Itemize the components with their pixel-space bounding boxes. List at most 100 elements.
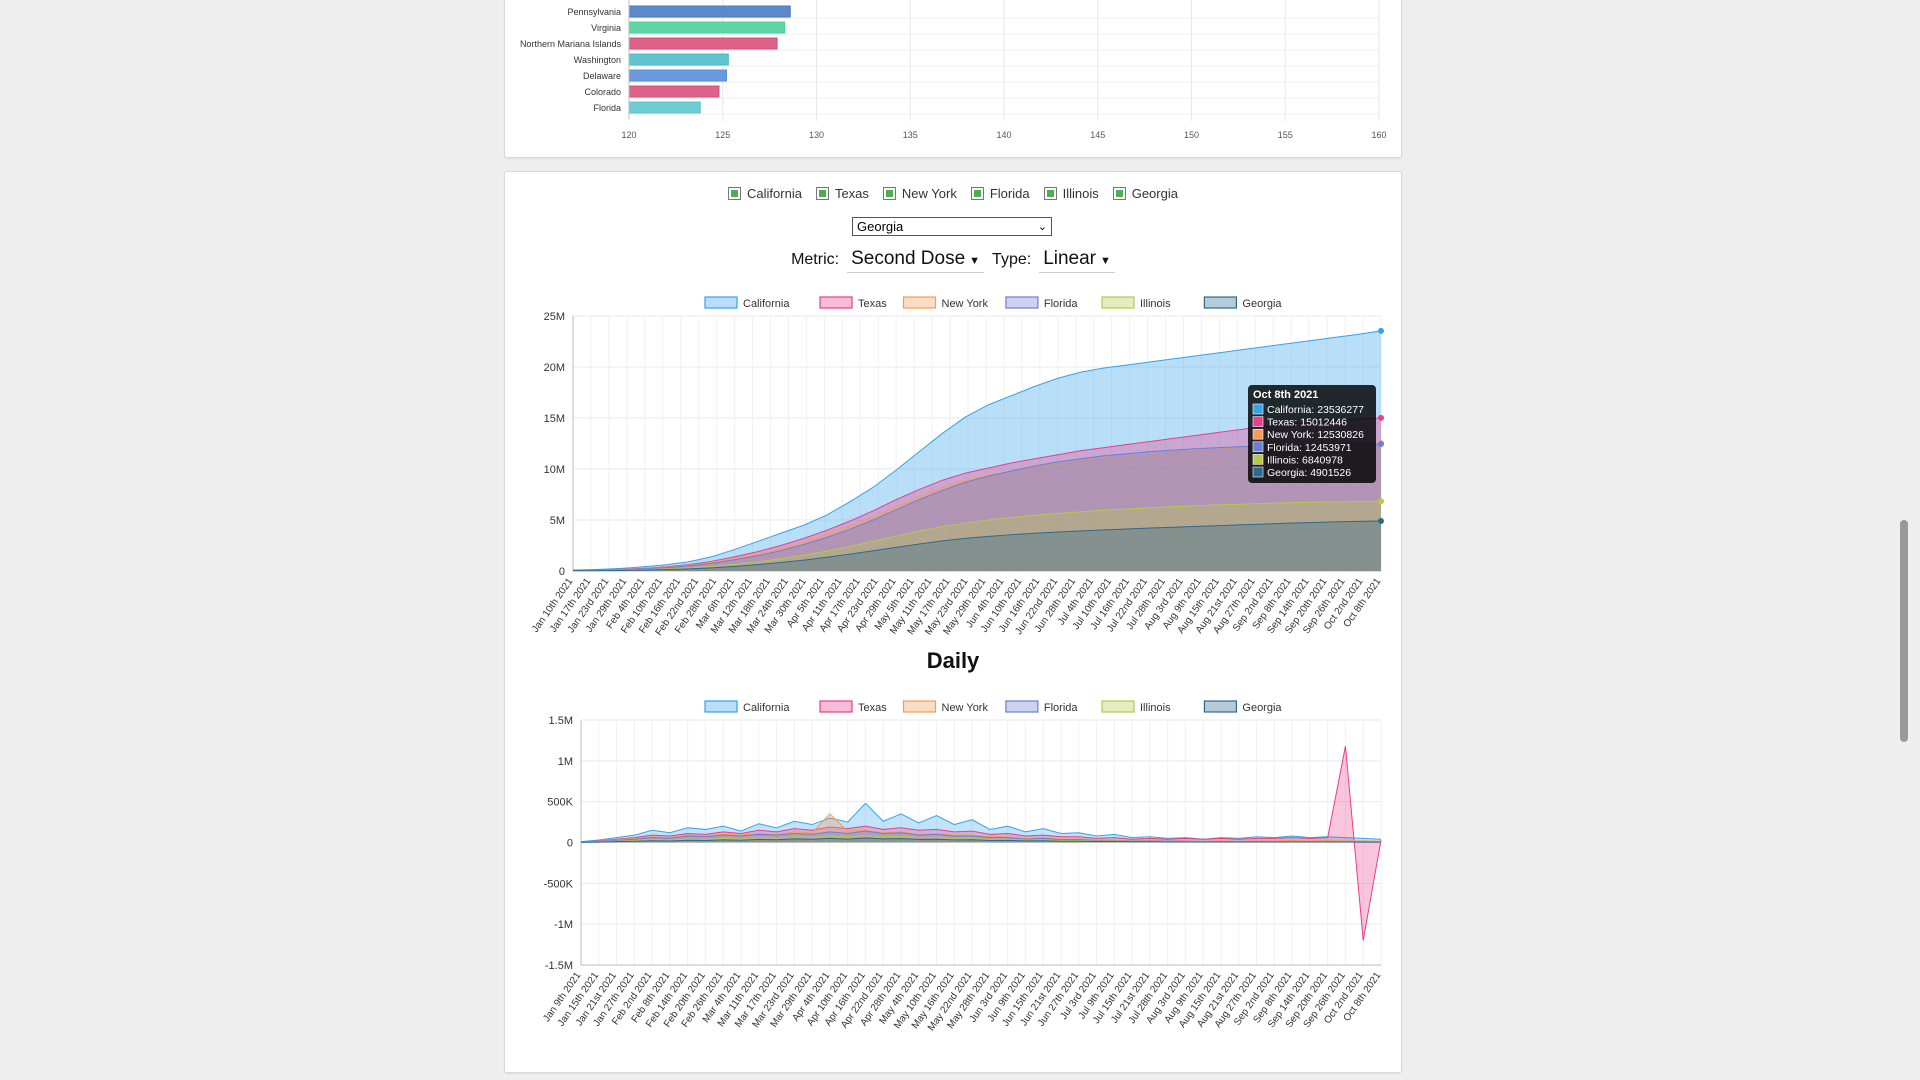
checkbox-checked-icon[interactable] <box>1043 187 1057 200</box>
checkbox-georgia[interactable]: Georgia <box>1112 186 1178 201</box>
series-area-texas <box>581 746 1381 941</box>
series-line-georgia <box>580 837 1382 843</box>
y-tick-label: 0 <box>567 838 573 850</box>
checkbox-checked-icon[interactable] <box>882 187 896 200</box>
y-tick-label: 10M <box>544 464 565 476</box>
page-scrollbar[interactable] <box>1898 0 1910 1080</box>
tooltip-swatch <box>1252 416 1264 427</box>
series-line-california <box>580 802 1382 843</box>
state-comparison-card: California Texas New York Florida Illino… <box>504 171 1402 1073</box>
series-area-florida <box>573 443 1381 571</box>
category-label: Washington <box>574 55 621 65</box>
checkbox-checked-icon[interactable] <box>728 187 742 200</box>
legend-swatch-new-york <box>902 700 937 713</box>
caret-down-icon: ▼ <box>969 255 981 267</box>
tooltip-line: Texas: 15012446 <box>1267 417 1347 429</box>
series-line-new-york <box>580 813 1382 843</box>
daily-chart-title: Daily <box>926 648 980 673</box>
checkbox-checked-icon[interactable] <box>815 187 829 200</box>
tooltip-title: Oct 8th 2021 <box>1253 389 1318 401</box>
series-area-new-york <box>573 443 1381 571</box>
x-tick-label: 130 <box>809 130 824 140</box>
cumulative-chart[interactable]: California Texas New York Florida Illinois Ge… <box>505 285 1401 645</box>
tooltip-line: Illinois: 6840978 <box>1267 454 1343 466</box>
tooltip-line: California: 23536277 <box>1267 404 1364 416</box>
y-tick-label: 5M <box>550 515 565 527</box>
checkbox-checked-icon[interactable] <box>1112 187 1126 200</box>
checkbox-new-york[interactable]: New York <box>882 186 957 201</box>
series-line-texas <box>580 746 1382 941</box>
x-tick-label: 155 <box>1278 130 1293 140</box>
category-label: Delaware <box>583 71 621 81</box>
legend-swatch-florida <box>1005 296 1039 309</box>
series-area-illinois <box>573 501 1381 571</box>
legend-label-texas: Texas <box>858 702 887 714</box>
metric-controls: Metric: Second Dose ▼ Type: Linear ▼ <box>505 248 1401 273</box>
caret-down-icon: ▼ <box>1100 255 1111 267</box>
state-select[interactable]: Georgia ⌄ <box>852 217 1052 236</box>
y-tick-label: 1M <box>558 756 573 768</box>
state-select-value: Georgia <box>857 219 904 234</box>
series-endpoint-california <box>1378 327 1384 334</box>
metric-label: Metric: <box>791 251 840 268</box>
tooltip-line: New York: 12530826 <box>1267 429 1364 441</box>
checkbox-label: Georgia <box>1131 186 1178 201</box>
checkbox-label: Florida <box>989 186 1030 201</box>
checkbox-california[interactable]: California <box>728 186 802 201</box>
checkbox-label: Texas <box>834 186 869 201</box>
x-tick-label: 120 <box>621 130 636 140</box>
x-tick-label: 160 <box>1371 130 1386 140</box>
checkbox-florida[interactable]: Florida <box>970 186 1030 201</box>
checkbox-label: New York <box>901 186 957 201</box>
legend-label-illinois: Illinois <box>1140 702 1171 714</box>
scrollbar-thumb[interactable] <box>1900 520 1908 742</box>
series-area-new-york <box>581 813 1381 843</box>
series-endpoint-illinois <box>1378 498 1384 505</box>
metric-dropdown[interactable]: Second Dose ▼ <box>847 248 985 273</box>
y-tick-label: 500K <box>547 797 573 809</box>
category-label: Colorado <box>584 87 621 97</box>
checkbox-texas[interactable]: Texas <box>815 186 869 201</box>
legend-swatch-florida <box>1005 700 1039 713</box>
x-tick-label: 135 <box>903 130 918 140</box>
legend-label-new-york: New York <box>942 702 989 714</box>
legend-swatch-illinois <box>1101 700 1135 713</box>
checkbox-label: Illinois <box>1062 186 1099 201</box>
series-line-new-york <box>572 442 1382 571</box>
type-dropdown[interactable]: Linear ▼ <box>1039 248 1115 273</box>
tooltip-swatch <box>1252 403 1264 415</box>
bar-chart-card: 120 125 130 135 140 145 150 155 160 Pennsylvania V… <box>504 0 1402 158</box>
category-label: Northern Mariana Islands <box>520 39 622 49</box>
tooltip-swatch <box>1252 466 1264 478</box>
y-tick-label: -500K <box>544 878 574 890</box>
legend-label-new-york: New York <box>942 298 989 310</box>
series-endpoint-florida <box>1378 440 1384 447</box>
tooltip-line: Georgia: 4901526 <box>1267 467 1351 479</box>
legend-label-florida: Florida <box>1044 702 1079 714</box>
chevron-down-icon: ⌄ <box>1037 221 1047 233</box>
checkbox-checked-icon[interactable] <box>970 187 984 200</box>
checkbox-label: California <box>747 186 802 201</box>
bar-virginia <box>628 21 786 34</box>
checkbox-illinois[interactable]: Illinois <box>1043 186 1099 201</box>
daily-chart[interactable]: California Texas New York Florida Illinois Ge… <box>505 677 1401 1067</box>
legend-swatch-new-york <box>902 296 937 309</box>
series-endpoint-georgia <box>1378 518 1384 525</box>
tooltip-swatch <box>1252 441 1264 453</box>
series-line-texas <box>572 417 1382 571</box>
type-dropdown-value: Linear <box>1043 248 1097 269</box>
tooltip-box <box>1248 385 1376 483</box>
y-tick-label: 20M <box>544 362 565 374</box>
legend-label-california: California <box>743 702 790 714</box>
x-tick-label: 150 <box>1184 130 1199 140</box>
series-area-georgia <box>573 521 1381 571</box>
legend-swatch-illinois <box>1101 296 1135 309</box>
legend-swatch-georgia <box>1203 296 1238 309</box>
category-label: Pennsylvania <box>567 7 621 17</box>
x-tick-label: 145 <box>1090 130 1105 140</box>
y-tick-label: -1M <box>554 919 573 931</box>
series-line-california <box>572 330 1382 571</box>
series-line-illinois <box>572 500 1382 572</box>
legend-label-florida: Florida <box>1044 298 1079 310</box>
tooltip-swatch <box>1252 428 1264 440</box>
